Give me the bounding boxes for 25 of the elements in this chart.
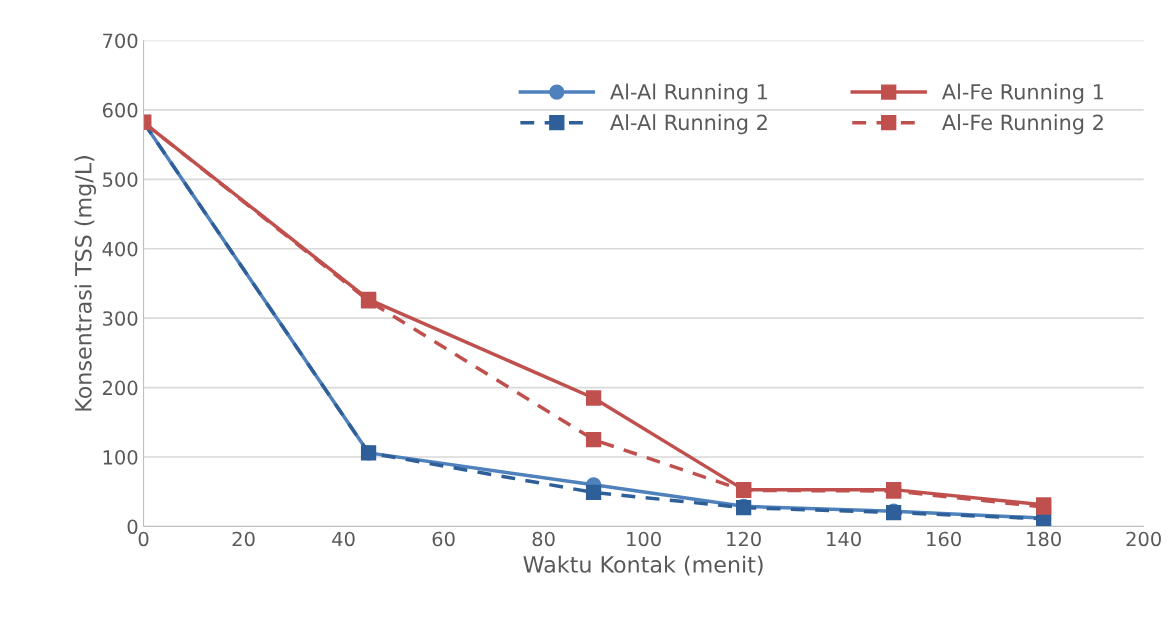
x-tick-label: 160	[927, 531, 961, 547]
x-tick-label: 100	[627, 531, 661, 547]
legend-label: Al-Fe Running 1	[942, 83, 1103, 104]
x-tick-label: 60	[432, 531, 455, 547]
legend-label: Al-Al Running 2	[610, 114, 767, 135]
x-tick-label: 0	[138, 531, 149, 547]
y-tick-label: 400	[102, 241, 138, 257]
y-tick-label: 600	[102, 102, 138, 118]
x-axis-title: Waktu Kontak (menit)	[523, 555, 763, 576]
y-axis-title: Konsentrasi TSS (mg/L)	[74, 156, 97, 411]
x-tick-label: 140	[827, 531, 861, 547]
y-tick-label: 500	[103, 172, 138, 187]
legend-label: Al-Al Running 1	[610, 83, 767, 104]
legend-label: Al-Fe Running 2	[942, 114, 1103, 135]
y-tick-label: 200	[102, 380, 138, 396]
y-tick-label: 700	[103, 33, 138, 49]
y-tick-label: 0	[127, 519, 138, 535]
x-tick-label: 180	[1027, 531, 1061, 547]
x-tick-label: 40	[332, 531, 355, 547]
x-tick-label: 80	[532, 531, 555, 547]
y-tick-label: 300	[103, 311, 138, 326]
y-tick-label: 100	[103, 449, 138, 465]
x-tick-label: 200	[1126, 531, 1161, 547]
x-tick-label: 20	[232, 531, 255, 547]
x-tick-label: 120	[727, 531, 761, 547]
